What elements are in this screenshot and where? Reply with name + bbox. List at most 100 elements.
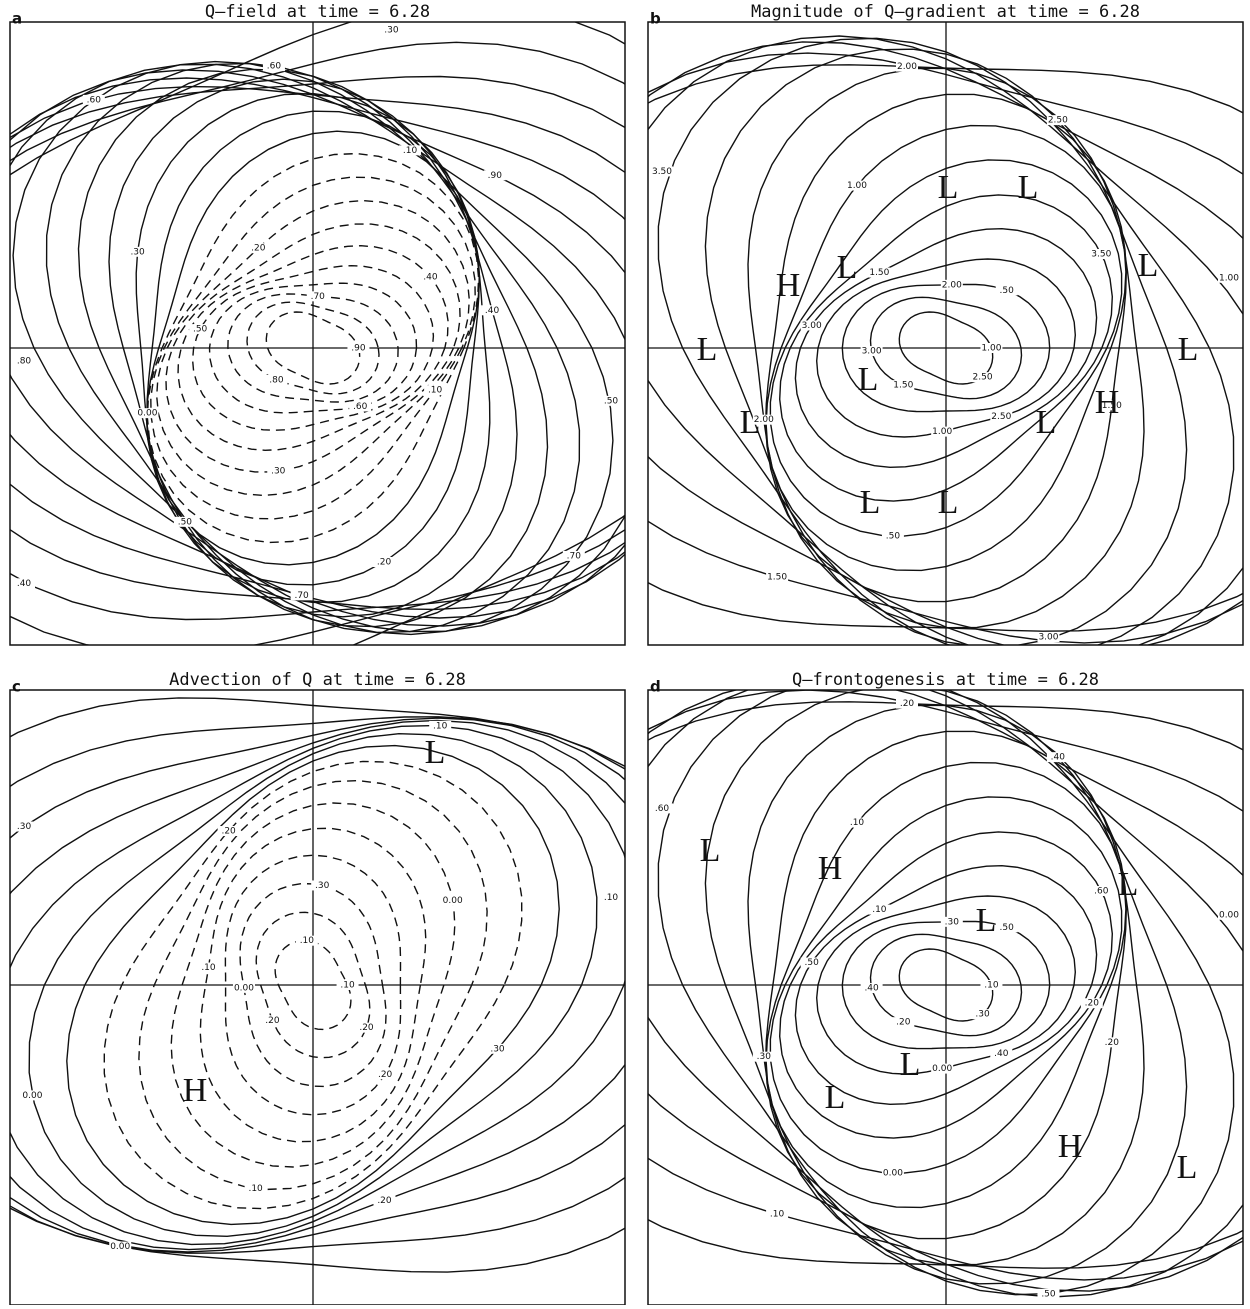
label-bg	[752, 414, 775, 425]
contour-label: 0.00	[883, 1169, 903, 1179]
label-bg	[971, 372, 994, 383]
contour-label: .10	[850, 818, 865, 828]
contour-label: .60	[655, 804, 670, 814]
contour-label: .10	[340, 981, 355, 991]
contour-label: .50	[1041, 1289, 1056, 1299]
label-bg	[429, 720, 452, 731]
extremum-marker: L	[740, 404, 761, 441]
panel-title: Magnitude of Q–gradient at time = 6.28	[751, 2, 1140, 22]
contour-label: .10	[604, 893, 619, 903]
label-bg	[290, 590, 313, 601]
contour-label: 3.50	[1091, 249, 1111, 259]
contour-label: .30	[315, 881, 330, 891]
contour-line	[648, 52, 1243, 644]
contour-label: 2.00	[897, 62, 917, 72]
contour-label: .50	[1000, 286, 1015, 296]
contour-label: .40	[423, 272, 438, 282]
contour-label: 2.50	[973, 373, 993, 383]
panel: c Advection of Q at time = 6.28 .10 .20 .30.…	[9, 670, 626, 1306]
contour-line	[155, 199, 471, 497]
contour-line	[177, 244, 449, 452]
extremum-marker: L	[938, 484, 959, 521]
contour-line	[648, 701, 1243, 1269]
contour-line	[239, 882, 387, 1088]
label-bg	[931, 1063, 954, 1074]
panel-letter: d	[650, 678, 661, 696]
contour-label: 2.00	[942, 280, 962, 290]
extremum-marker: L	[858, 361, 879, 398]
contour-label: .20	[896, 1018, 911, 1028]
contour-label: .30	[17, 822, 32, 832]
label-bg	[1037, 632, 1060, 642]
label-bg	[267, 466, 290, 477]
contour-line	[648, 690, 1243, 1298]
contour-label: .90	[488, 171, 503, 181]
contour-label: .30	[384, 26, 399, 36]
label-bg	[600, 395, 622, 406]
panel: b Magnitude of Q–gradient at time = 6.28 1…	[647, 2, 1244, 646]
contour-label: .50	[1000, 923, 1015, 933]
label-bg	[13, 355, 35, 366]
contour-label: .30	[975, 1010, 990, 1020]
contour-line	[10, 85, 625, 611]
extremum-marker: H	[818, 850, 843, 887]
contour-label: .10	[872, 905, 887, 915]
label-bg	[126, 246, 149, 257]
contour-label: 0.00	[110, 1242, 130, 1252]
contour-label: .60	[1094, 886, 1109, 896]
contour-line	[10, 75, 625, 621]
contour-label: .10	[300, 936, 315, 946]
contour-label: 1.50	[767, 573, 787, 583]
contour-label: 2.50	[1048, 116, 1068, 126]
extremum-marker: L	[825, 1079, 846, 1116]
contour-label: .30	[271, 467, 286, 477]
contour-label: .10	[201, 963, 216, 973]
contour-label: .80	[269, 375, 284, 385]
label-bg	[380, 25, 403, 35]
label-bg	[752, 1051, 775, 1062]
extremum-marker: L	[860, 484, 881, 521]
label-bg	[980, 343, 1003, 353]
extremum-marker: L	[1036, 404, 1057, 441]
label-bg	[562, 550, 585, 561]
contour-label: .10	[984, 981, 999, 991]
contour-label: .30	[130, 247, 145, 257]
contour-label: .20	[378, 1070, 393, 1080]
label-bg	[1218, 272, 1240, 283]
panel-frame	[9, 21, 626, 646]
extremum-marker: L	[837, 249, 858, 286]
contour-label: .20	[251, 244, 266, 254]
label-bg	[311, 880, 334, 891]
contour-line	[10, 63, 625, 633]
extremum-marker: H	[183, 1072, 208, 1109]
contour-label: 1.50	[893, 381, 913, 391]
label-bg	[483, 170, 506, 181]
contour-label: 0.00	[1219, 910, 1239, 920]
contour-label: .70	[567, 551, 582, 561]
label-bg	[766, 572, 789, 583]
contour-label: .70	[311, 292, 326, 302]
panel: a Q–field at time = 6.28 .90 .80 .70 .60 .50 .4…	[9, 2, 626, 646]
label-bg	[896, 698, 919, 709]
contour-label: 3.00	[1038, 633, 1058, 643]
label-bg	[295, 935, 318, 946]
extremum-marker: L	[1138, 247, 1159, 284]
label-bg	[373, 557, 396, 568]
contour-label: .20	[1085, 999, 1100, 1009]
label-bg	[940, 916, 963, 927]
contour-label: 0.00	[22, 1091, 42, 1101]
label-bg	[109, 1241, 132, 1252]
label-bg	[349, 401, 372, 412]
label-bg	[441, 895, 464, 906]
contour-label: .60	[353, 402, 368, 412]
contour-label: .10	[433, 721, 448, 731]
label-bg	[82, 94, 105, 105]
label-bg	[940, 279, 963, 290]
contour-line	[648, 690, 1243, 1292]
contour-label: .50	[178, 517, 193, 527]
contour-label: .20	[1105, 1038, 1120, 1048]
label-bg	[990, 1048, 1013, 1059]
label-bg	[846, 817, 869, 828]
contour-label: .50	[604, 396, 619, 406]
contour-label: .30	[757, 1052, 772, 1062]
